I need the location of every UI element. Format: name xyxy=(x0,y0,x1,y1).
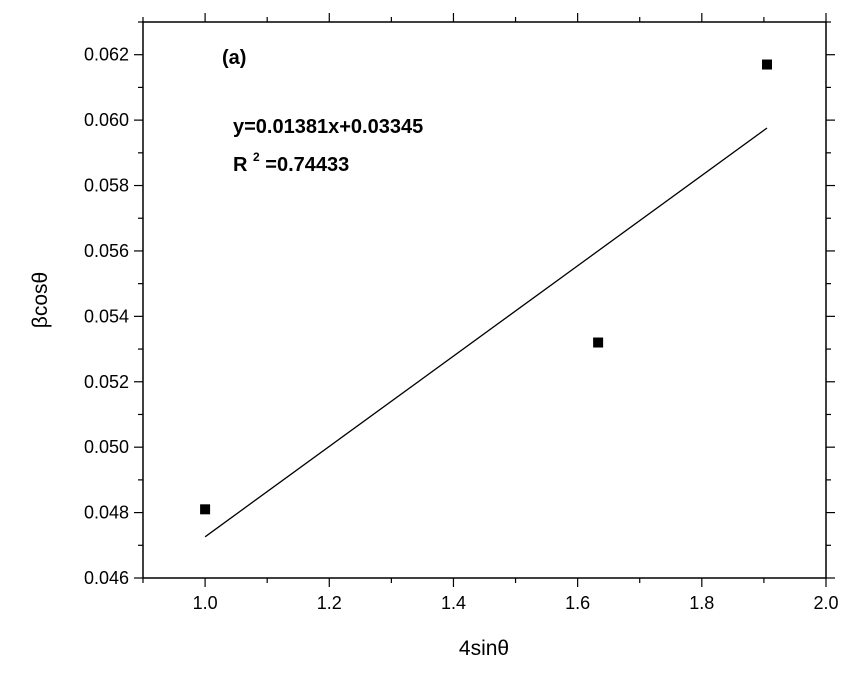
data-point xyxy=(762,59,773,70)
y-tick-label: 0.060 xyxy=(84,110,129,130)
y-tick-label: 0.058 xyxy=(84,176,129,196)
data-points xyxy=(200,59,773,515)
fit-line xyxy=(204,127,768,538)
y-tick-label: 0.050 xyxy=(84,437,129,457)
r-squared-prefix: R xyxy=(233,154,248,176)
x-tick-label: 1.4 xyxy=(441,593,466,613)
y-tick-label: 0.046 xyxy=(84,568,129,588)
x-tick-label: 1.2 xyxy=(317,593,342,613)
y-tick-label: 0.052 xyxy=(84,372,129,392)
x-tick-label: 2.0 xyxy=(813,593,838,613)
data-point xyxy=(200,504,211,515)
x-tick-label: 1.6 xyxy=(565,593,590,613)
r-squared-value: =0.74433 xyxy=(265,154,349,176)
x-axis-tick-labels: 1.0 1.2 1.4 1.6 1.8 2.0 xyxy=(193,593,839,613)
x-tick-label: 1.8 xyxy=(689,593,714,613)
fit-equation: y=0.01381x+0.03345 xyxy=(233,116,423,138)
x-axis-title: 4sinθ xyxy=(459,637,509,660)
y-tick-label: 0.054 xyxy=(84,306,129,326)
y-tick-label: 0.062 xyxy=(84,45,129,65)
x-axis-ticks xyxy=(142,13,827,587)
y-tick-label: 0.048 xyxy=(84,503,129,523)
y-axis-ticks xyxy=(134,21,835,579)
data-point xyxy=(593,337,604,348)
y-axis-tick-labels: 0.046 0.048 0.050 0.052 0.054 0.056 0.058 0.060… xyxy=(84,45,129,588)
plot-frame xyxy=(142,21,827,579)
x-tick-label: 1.0 xyxy=(193,593,218,613)
r-squared-superscript: 2 xyxy=(253,150,260,164)
r-squared: R 2 =0.74433 xyxy=(233,144,349,176)
y-tick-label: 0.056 xyxy=(84,241,129,261)
panel-label: (a) xyxy=(222,47,246,69)
y-axis-title: βcosθ xyxy=(29,272,52,328)
